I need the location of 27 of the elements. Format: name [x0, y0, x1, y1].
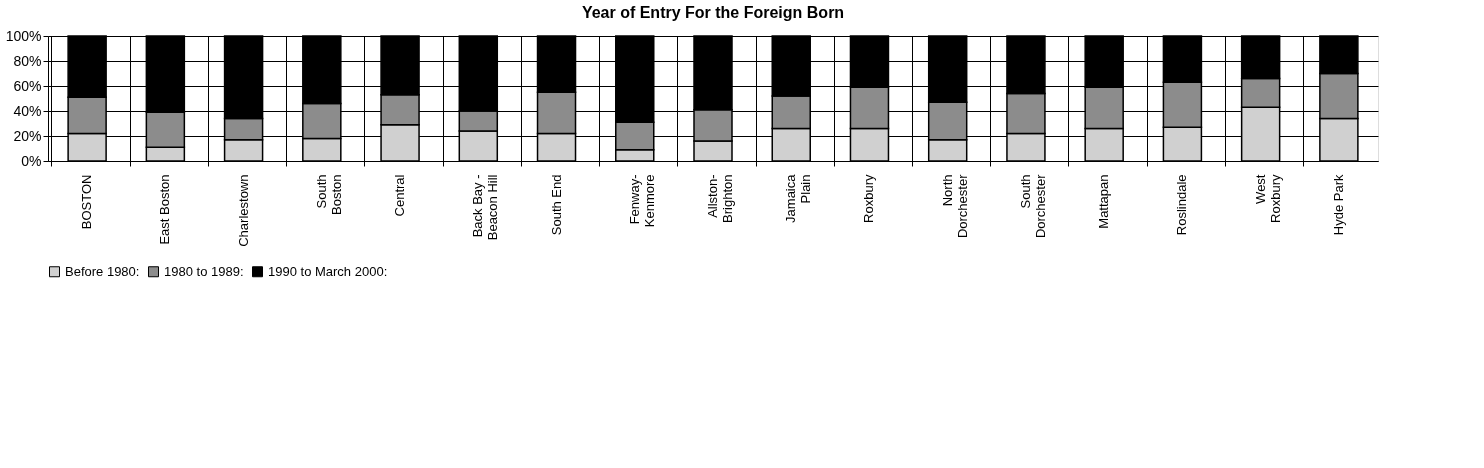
x-tick-label: Allston- Brighton: [705, 174, 735, 223]
x-tick-label: Fenway- Kenmore: [626, 174, 657, 228]
legend-label: 1980 to 1989:: [164, 263, 244, 279]
y-tick-label: 60%: [13, 77, 42, 94]
x-tick-label: South Boston: [313, 174, 344, 215]
x-tick-label: Back Bay - Beacon Hill: [470, 174, 501, 241]
x-tick-label: Charlestown: [235, 174, 251, 247]
y-tick-label: 100%: [5, 27, 42, 44]
x-tick-label: East Boston: [157, 174, 173, 245]
y-tick-label: 0%: [21, 152, 42, 169]
chart-title: Year of Entry For the Foreign Born: [581, 4, 845, 21]
x-tick-label: Jamaica Plain: [783, 173, 814, 223]
y-tick-label: 80%: [13, 52, 42, 69]
x-tick-label: Roxbury: [861, 174, 877, 223]
x-tick-label: South Dorchester: [1017, 173, 1048, 239]
x-tick-label: Hyde Park: [1330, 174, 1346, 236]
x-tick-label: Roslindale: [1174, 174, 1190, 236]
x-tick-label: South End: [548, 174, 564, 236]
x-tick-label: West Roxbury: [1252, 174, 1283, 223]
y-tick-label: 20%: [13, 127, 42, 144]
legend-label: 1990 to March 2000:: [268, 263, 388, 279]
x-tick-label: North Dorchester: [939, 173, 970, 239]
x-tick-label: Mattapan: [1096, 174, 1112, 229]
legend-label: Before 1980:: [65, 263, 140, 279]
y-tick-label: 40%: [13, 102, 42, 119]
x-tick-label: Central: [392, 174, 408, 217]
x-tick-label: BOSTON: [79, 174, 95, 230]
